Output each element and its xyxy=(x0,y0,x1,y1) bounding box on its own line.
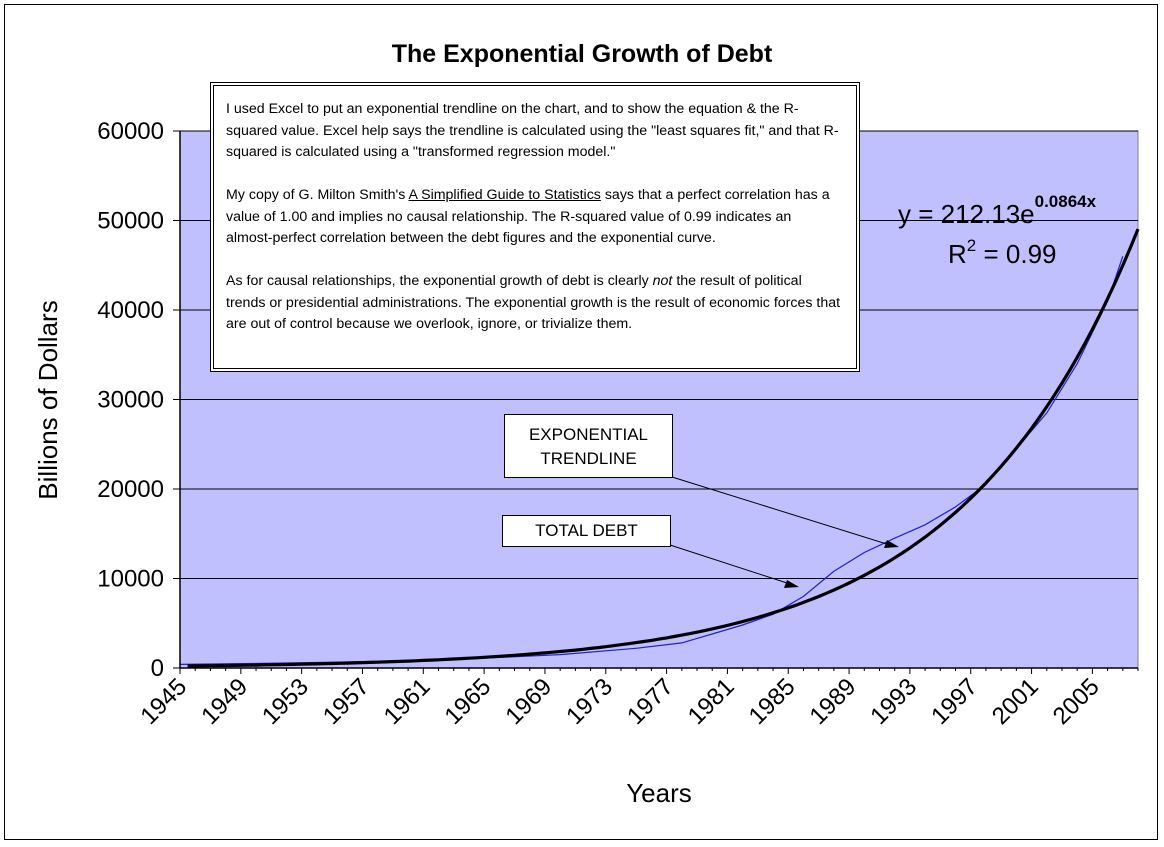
x-tick-label-1973: 1973 xyxy=(561,673,618,730)
trendline-equation: y = 212.13e0.0864x xyxy=(898,192,1097,229)
annotation-arrows xyxy=(669,476,899,588)
trendline-tag-line-1: EXPONENTIAL xyxy=(528,425,649,444)
note-emphasis: not xyxy=(652,273,673,289)
r-squared-label: R2 = 0.99 xyxy=(948,236,1056,269)
note-p3-before: As for causal relationships, the exponen… xyxy=(226,273,653,289)
note-p3-after: the result of political trends or presid… xyxy=(226,273,841,332)
equation-main: y = 212.13e xyxy=(898,199,1035,229)
exponential-trendline xyxy=(187,228,1140,668)
x-tick-label-1953: 1953 xyxy=(257,673,314,730)
book-title: A Simplified Guide to Statistics xyxy=(408,187,601,203)
x-tick-label-1989: 1989 xyxy=(804,673,861,730)
y-tick-label-60000: 60000 xyxy=(97,118,164,145)
x-tick-label-1977: 1977 xyxy=(622,673,679,730)
x-tick-label-1997: 1997 xyxy=(926,673,983,730)
x-axis-label: Years xyxy=(626,778,692,808)
trendline-arrowhead xyxy=(884,540,899,548)
r2-prefix: R xyxy=(948,239,967,269)
explanation-note: I used Excel to put an exponential trend… xyxy=(210,82,860,372)
y-tick-label-10000: 10000 xyxy=(97,566,164,593)
trendline-tag-line-2: TRENDLINE xyxy=(540,449,637,468)
total-debt-arrowhead xyxy=(784,580,799,588)
x-tick-label-1945: 1945 xyxy=(135,673,192,730)
x-tick-label-2005: 2005 xyxy=(1048,673,1105,730)
x-tick-label-2001: 2001 xyxy=(987,673,1044,730)
note-paragraph-1: I used Excel to put an exponential trend… xyxy=(226,101,839,160)
note-paragraph-3: As for causal relationships, the exponen… xyxy=(226,271,841,336)
x-tick-label-1993: 1993 xyxy=(865,673,922,730)
total-debt-arrow-shaft xyxy=(669,544,791,585)
total-debt-tag: TOTAL DEBT xyxy=(502,515,671,547)
y-tick-label-50000: 50000 xyxy=(97,208,164,235)
x-tick-label-1965: 1965 xyxy=(440,673,497,730)
y-tick-label-0: 0 xyxy=(151,655,164,682)
x-tick-label-1985: 1985 xyxy=(744,673,801,730)
note-p2-after: says that a perfect correlation has a va… xyxy=(226,187,830,246)
y-tick-label-30000: 30000 xyxy=(97,387,164,414)
x-tick-label-1949: 1949 xyxy=(196,673,253,730)
x-tick-label-1969: 1969 xyxy=(500,673,557,730)
equation-exponent: 0.0864x xyxy=(1035,192,1097,211)
x-axis-ticks: 1945 1949 1953 1957 1961 1965 1969 1973 1977 1981… xyxy=(135,668,1139,730)
y-axis-ticks: 0 10000 20000 30000 40000 50000 60000 xyxy=(97,118,180,682)
r2-suffix: = 0.99 xyxy=(976,239,1056,269)
y-axis-label: Billions of Dollars xyxy=(33,300,63,499)
note-paragraph-2: My copy of G. Milton Smith's A Simplifie… xyxy=(226,185,841,250)
chart-title: The Exponential Growth of Debt xyxy=(392,40,773,68)
r2-superscript: 2 xyxy=(967,236,976,255)
x-tick-label-1961: 1961 xyxy=(379,673,436,730)
trendline-arrow-shaft xyxy=(671,476,891,546)
note-p2-before: My copy of G. Milton Smith's xyxy=(226,187,409,203)
trendline-tag: EXPONENTIAL TRENDLINE xyxy=(504,414,673,478)
y-tick-label-40000: 40000 xyxy=(97,297,164,324)
y-tick-label-20000: 20000 xyxy=(97,476,164,503)
x-tick-label-1957: 1957 xyxy=(318,673,375,730)
x-tick-label-1981: 1981 xyxy=(683,673,740,730)
